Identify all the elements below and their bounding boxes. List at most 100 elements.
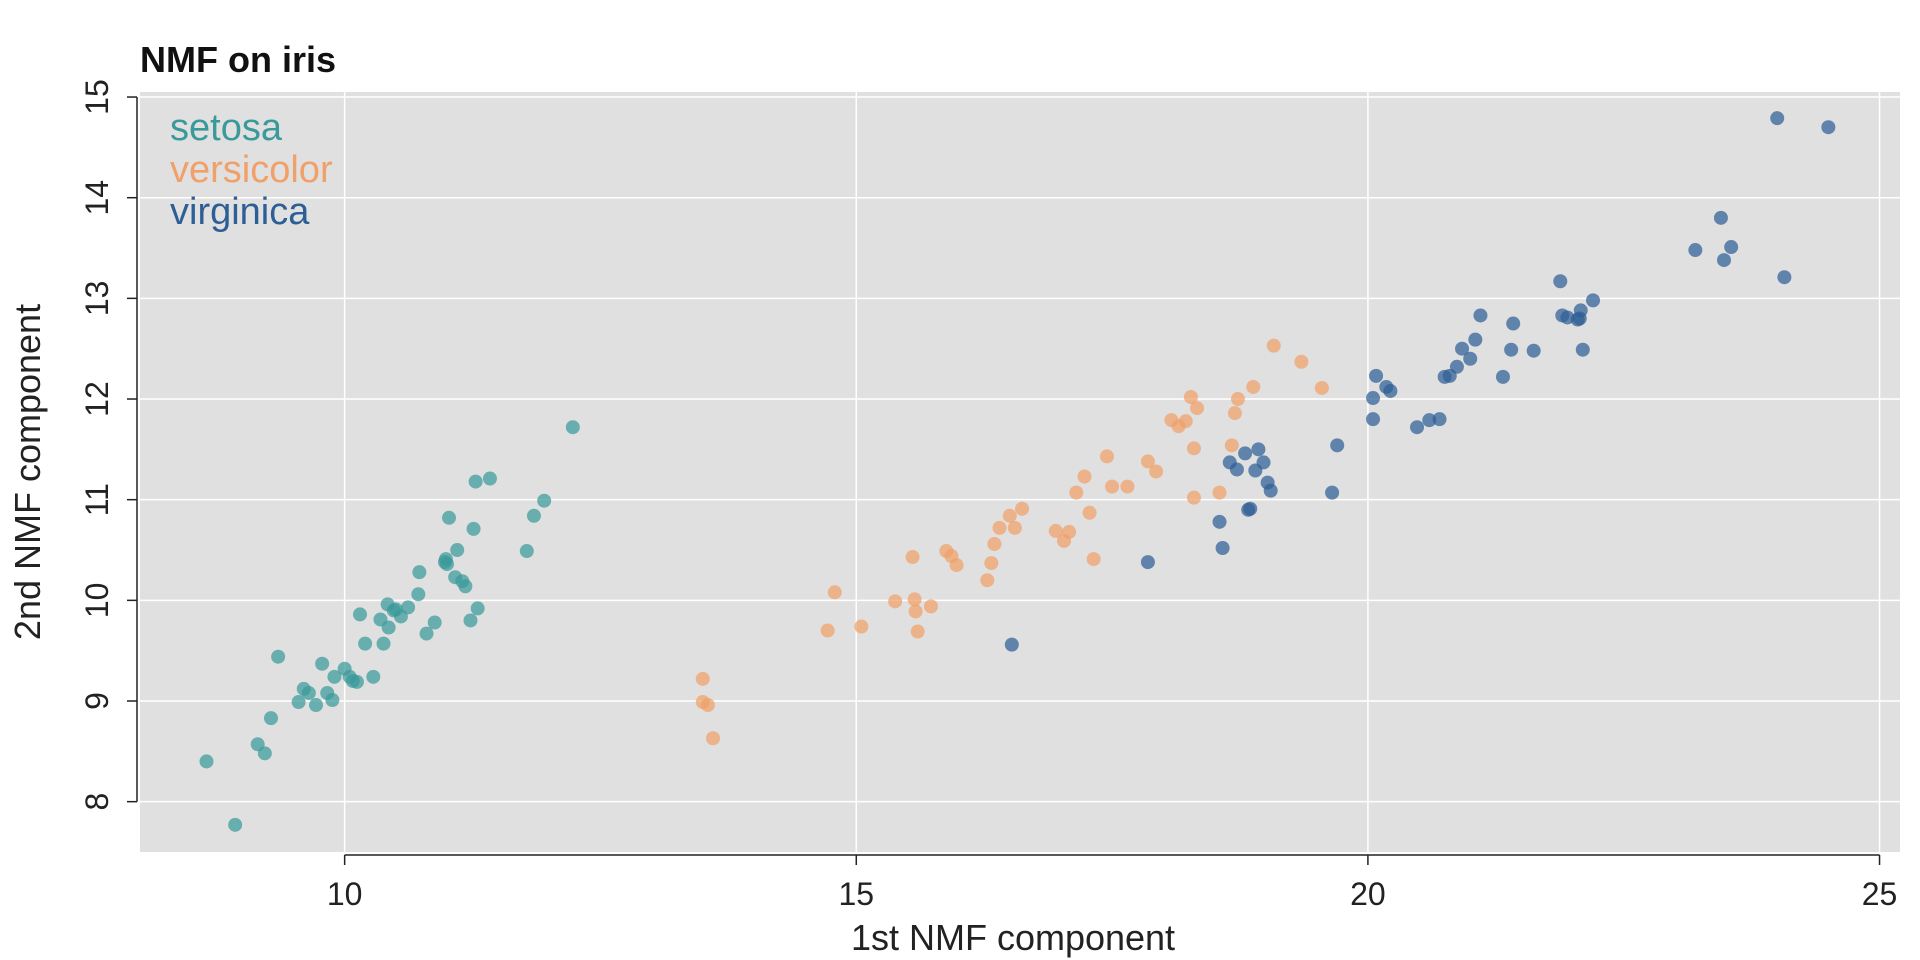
data-point-virginica [1243, 501, 1258, 516]
data-point-versicolor [992, 520, 1007, 535]
data-point-virginica [1455, 341, 1470, 356]
data-point-setosa [327, 669, 342, 684]
data-point-versicolor [1015, 501, 1030, 516]
y-tick-label: 10 [79, 583, 115, 619]
data-point-setosa [263, 711, 278, 726]
data-point-virginica [1330, 438, 1345, 453]
data-point-versicolor [949, 558, 964, 573]
data-point-versicolor [1007, 520, 1022, 535]
data-point-versicolor [700, 698, 715, 713]
data-point-versicolor [1082, 505, 1097, 520]
data-point-virginica [1369, 368, 1384, 383]
data-point-setosa [463, 613, 478, 628]
data-point-setosa [349, 674, 364, 689]
data-point-versicolor [1077, 469, 1092, 484]
data-point-versicolor [1099, 449, 1114, 464]
y-tick-label: 8 [79, 793, 115, 811]
data-point-virginica [1770, 111, 1785, 126]
data-point-setosa [381, 620, 396, 635]
data-point-setosa [442, 510, 457, 525]
data-point-setosa [228, 817, 243, 832]
data-point-setosa [401, 600, 416, 615]
data-point-virginica [1263, 483, 1278, 498]
data-point-virginica [1325, 485, 1340, 500]
x-axis-title: 1st NMF component [851, 917, 1175, 958]
data-point-virginica [1506, 316, 1521, 331]
data-point-virginica [1463, 351, 1478, 366]
data-point-versicolor [1086, 552, 1101, 567]
data-point-versicolor [827, 585, 842, 600]
data-point-versicolor [1186, 490, 1201, 505]
data-point-versicolor [1230, 392, 1245, 407]
data-point-setosa [458, 579, 473, 594]
data-point-setosa [526, 508, 541, 523]
data-point-versicolor [1246, 379, 1261, 394]
data-point-virginica [1724, 240, 1739, 255]
data-point-versicolor [984, 556, 999, 571]
data-points [199, 111, 1836, 832]
data-point-versicolor [1183, 390, 1198, 405]
data-point-setosa [257, 746, 272, 761]
data-point-versicolor [706, 731, 721, 746]
data-point-versicolor [888, 594, 903, 609]
data-point-versicolor [1178, 414, 1193, 429]
data-point-versicolor [923, 599, 938, 614]
data-point-setosa [271, 649, 286, 664]
y-tick-label: 11 [79, 483, 115, 516]
y-tick-label: 15 [79, 79, 115, 115]
data-point-virginica [1713, 210, 1728, 225]
data-point-setosa [325, 693, 340, 707]
x-tick-label: 15 [838, 876, 874, 912]
data-point-virginica [1504, 342, 1519, 357]
data-point-virginica [1004, 637, 1019, 652]
data-point-versicolor [854, 619, 869, 634]
data-point-versicolor [1314, 380, 1329, 395]
data-point-virginica [1468, 332, 1483, 347]
data-point-setosa [468, 474, 483, 489]
data-point-setosa [291, 695, 306, 710]
data-point-versicolor [1186, 441, 1201, 456]
data-point-virginica [1410, 420, 1425, 435]
data-point-setosa [353, 607, 367, 622]
data-point-setosa [199, 754, 214, 769]
data-point-versicolor [695, 671, 710, 686]
y-tick-label: 14 [79, 180, 115, 216]
x-tick-label: 25 [1862, 876, 1898, 912]
data-point-versicolor [1048, 523, 1063, 538]
data-point-versicolor [910, 624, 925, 639]
data-point-versicolor [1062, 524, 1077, 539]
data-point-versicolor [1149, 464, 1164, 479]
data-point-setosa [466, 521, 481, 536]
data-point-versicolor [1002, 508, 1017, 523]
data-point-versicolor [908, 604, 923, 619]
data-point-versicolor [1227, 406, 1242, 421]
data-point-virginica [1215, 541, 1230, 555]
chart-title: NMF on iris [140, 39, 336, 80]
legend-entry-setosa: setosa [170, 107, 283, 149]
legend-entry-virginica: virginica [170, 191, 310, 233]
y-tick-label: 13 [79, 281, 115, 317]
data-point-versicolor [907, 592, 922, 607]
data-point-virginica [1821, 120, 1836, 135]
data-point-virginica [1422, 413, 1437, 428]
data-point-versicolor [1294, 354, 1309, 369]
data-point-versicolor [1105, 479, 1120, 494]
data-point-setosa [565, 420, 580, 435]
data-point-virginica [1383, 383, 1398, 398]
axes: 10 15 20 25 8 9 10 11 12 13 14 15 [79, 79, 1897, 912]
data-point-virginica [1432, 412, 1447, 427]
data-point-setosa [376, 636, 391, 651]
data-point-setosa [519, 544, 534, 559]
legend-entry-versicolor: versicolor [170, 149, 333, 191]
x-tick-label: 20 [1350, 876, 1386, 912]
data-point-virginica [1238, 446, 1253, 461]
data-point-versicolor [1120, 479, 1135, 494]
data-point-versicolor [1266, 338, 1281, 353]
data-point-setosa [411, 587, 426, 602]
data-point-setosa [470, 601, 485, 616]
data-point-setosa [366, 669, 381, 684]
data-point-virginica [1229, 462, 1244, 477]
grid-lines [140, 92, 1900, 852]
data-point-setosa [439, 557, 454, 572]
